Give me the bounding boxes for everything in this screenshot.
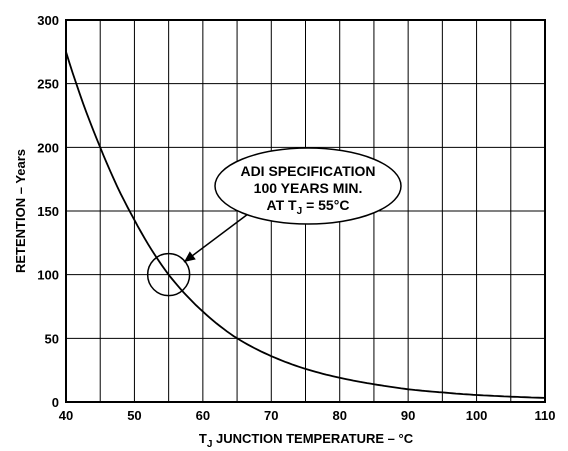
annotation-bubble [214, 147, 402, 225]
annotation-line-3-pre: AT T [267, 197, 298, 213]
y-tick-label: 300 [37, 13, 59, 28]
spec-point-circle [146, 252, 191, 297]
annotation: ADI SPECIFICATION 100 YEARS MIN. AT TJ =… [146, 147, 402, 297]
y-tick-label: 50 [45, 331, 59, 346]
annotation-line-1: ADI SPECIFICATION [240, 163, 375, 179]
y-tick-label: 200 [37, 140, 59, 155]
annotation-line-3: AT TJ = 55°C [267, 197, 350, 217]
annotation-arrowhead [184, 251, 196, 262]
x-axis-ticks: 40 50 60 70 80 90 100 110 [59, 408, 556, 423]
y-axis-ticks: 0 50 100 150 200 250 300 [37, 13, 59, 410]
x-tick-label: 80 [332, 408, 346, 423]
annotation-line-2: 100 YEARS MIN. [254, 180, 363, 196]
x-tick-label: 90 [401, 408, 415, 423]
x-tick-label: 110 [535, 408, 556, 423]
y-axis-title: RETENTION – Years [13, 149, 28, 273]
x-tick-label: 40 [59, 408, 73, 423]
plot-frame [65, 19, 546, 403]
y-tick-label: 0 [52, 395, 59, 410]
x-axis-title-rest: JUNCTION TEMPERATURE – °C [212, 431, 413, 446]
x-axis-title-main: T [199, 431, 207, 446]
x-tick-label: 100 [466, 408, 488, 423]
retention-curve [65, 51, 546, 399]
y-tick-label: 100 [37, 268, 59, 283]
x-axis-title: TJ JUNCTION TEMPERATURE – °C [199, 431, 414, 450]
y-tick-label: 250 [37, 77, 59, 92]
x-axis-title-sub: J [207, 439, 213, 450]
annotation-line-3-sub: J [297, 206, 303, 217]
y-tick-label: 150 [37, 204, 59, 219]
x-tick-label: 60 [196, 408, 210, 423]
x-tick-label: 50 [127, 408, 141, 423]
annotation-arrow [183, 213, 249, 263]
x-tick-label: 70 [264, 408, 278, 423]
annotation-line-3-post: = 55°C [302, 197, 349, 213]
